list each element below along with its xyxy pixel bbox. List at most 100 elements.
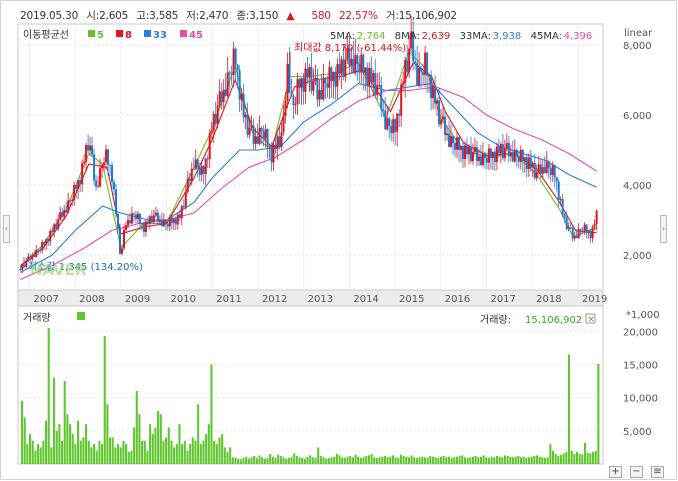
volume-bar — [125, 444, 128, 464]
year-tick-label: 2019 — [582, 294, 607, 305]
candle-body — [178, 214, 181, 219]
candle-body — [172, 218, 175, 223]
volume-bar — [365, 456, 368, 464]
volume-bar — [519, 457, 523, 464]
ma-legend-item[interactable]: 5 — [97, 30, 104, 41]
candle-body — [406, 60, 409, 73]
candle-body — [146, 221, 149, 224]
volume-bar — [210, 364, 213, 464]
volume-bar — [570, 450, 573, 464]
price-tick-label: 8,000 — [623, 41, 652, 52]
volume-bar — [503, 455, 507, 464]
candle-body — [236, 64, 239, 71]
candle-body — [372, 73, 375, 83]
candle-body — [138, 213, 141, 224]
right-collapse-handle[interactable]: › — [660, 215, 667, 243]
volume-bar — [341, 457, 344, 464]
volume-bar — [199, 444, 202, 464]
candle-body — [593, 223, 596, 228]
volume-bar — [183, 440, 186, 464]
volume-bar — [162, 440, 165, 464]
candle-body — [77, 180, 80, 189]
volume-bar — [439, 456, 442, 464]
up-arrow-icon: ▲ — [286, 10, 295, 22]
candle-body — [99, 168, 102, 187]
candle-body — [294, 104, 297, 106]
candle-body — [396, 113, 399, 132]
volume-bar — [114, 447, 117, 464]
candle-body — [456, 137, 459, 150]
candle-body — [384, 111, 387, 130]
candle-body — [559, 199, 562, 201]
volume-bar — [245, 456, 248, 464]
candle-body — [320, 90, 323, 100]
volume-bar — [477, 457, 480, 464]
candle-body — [527, 157, 530, 169]
ma-legend-item[interactable]: 45 — [189, 30, 203, 41]
candle-body — [454, 143, 457, 150]
summary-close: 3,150 — [249, 10, 279, 22]
volume-bar — [533, 456, 536, 464]
zoom-out-button[interactable]: − — [630, 466, 643, 478]
candle-body — [501, 144, 504, 159]
volume-bar — [330, 457, 333, 464]
volume-bar — [119, 447, 122, 464]
ma-legend-swatch — [180, 30, 187, 37]
volume-bar — [589, 453, 592, 464]
candle-body — [276, 136, 279, 149]
candle-body — [547, 161, 550, 169]
candle-body — [340, 59, 343, 74]
candle-body — [115, 189, 118, 214]
candle-body — [192, 168, 195, 170]
left-collapse-handle[interactable]: ‹ — [3, 215, 10, 243]
volume-bar — [514, 456, 517, 464]
volume-bar — [226, 452, 229, 464]
ma-legend-item[interactable]: 33 — [153, 30, 167, 41]
volume-bar — [127, 452, 130, 464]
candle-body — [382, 109, 385, 112]
candle-body — [354, 55, 357, 74]
candle-body — [176, 214, 179, 225]
candle-body — [206, 158, 209, 160]
volume-bar — [346, 456, 349, 464]
candle-body — [83, 161, 86, 164]
candle-body — [29, 256, 32, 260]
volume-bar — [229, 447, 232, 464]
candle-body — [589, 230, 592, 239]
settings-icon[interactable]: ≡ — [651, 466, 664, 478]
ma-legend-item[interactable]: 8 — [125, 30, 132, 41]
zoom-in-button[interactable]: + — [609, 466, 622, 478]
ma-value-label: 5MA: — [330, 31, 355, 42]
candle-body — [577, 229, 580, 239]
candle-body — [561, 199, 564, 215]
candle-body — [208, 133, 211, 160]
candle-body — [583, 224, 586, 231]
candle-body — [67, 200, 70, 213]
close-icon[interactable] — [585, 313, 596, 324]
candle-body — [75, 185, 78, 189]
volume-bar — [194, 440, 197, 464]
candle-body — [87, 145, 90, 151]
candle-body — [549, 168, 552, 175]
volume-bar — [565, 452, 568, 464]
volume-bar — [167, 427, 170, 464]
scale-label[interactable]: linear — [624, 28, 653, 39]
candle-body — [595, 210, 598, 224]
volume-bar — [159, 414, 162, 464]
volume-bar — [274, 458, 277, 464]
candle-body — [525, 157, 528, 169]
volume-legend-value: 15,106,902 — [525, 315, 582, 326]
volume-bar — [541, 457, 544, 464]
candle-body — [479, 156, 482, 166]
candle-body — [262, 131, 265, 139]
candle-body — [116, 213, 119, 229]
candle-body — [314, 77, 317, 82]
candle-body — [541, 167, 544, 174]
candle-body — [39, 250, 42, 252]
volume-bar — [458, 456, 461, 464]
volume-bar — [146, 450, 149, 464]
candle-body — [242, 93, 245, 118]
candle-body — [186, 178, 189, 192]
candle-body — [188, 178, 191, 182]
candle-body — [35, 249, 38, 258]
